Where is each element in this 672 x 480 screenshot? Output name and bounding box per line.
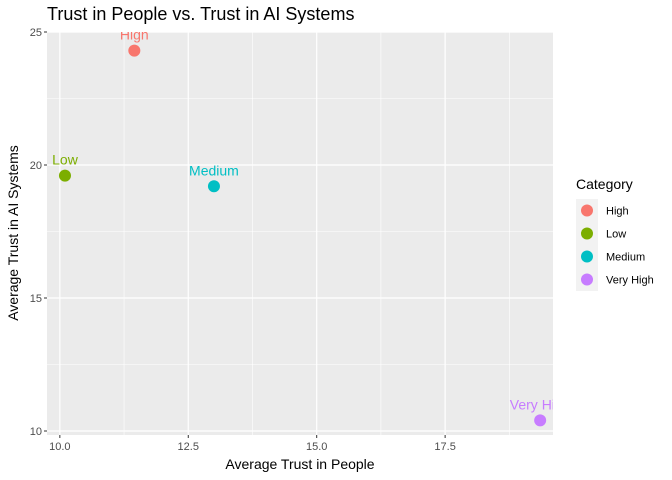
minor-gridlines [47,32,553,435]
data-point [207,180,220,193]
x-tick-label: 12.5 [178,441,199,453]
y-tick-label: 10 [30,426,42,438]
legend-label: Medium [606,252,645,264]
y-tick-label: 25 [30,27,42,39]
y-axis-title: Average Trust in AI Systems [5,145,21,321]
data-point [58,169,71,182]
major-gridlines [47,31,553,435]
y-axis-ticks: 10 15 20 25 [30,27,47,438]
data-label: Low [52,152,79,168]
legend-key-swatch [581,227,593,240]
data-point [534,414,547,427]
data-point [128,44,141,57]
x-tick-label: 17.5 [434,441,455,453]
legend-key-swatch [581,250,593,263]
legend: Category High Low Medium Very High [576,176,654,291]
legend-label: High [606,206,629,218]
legend-label: Low [606,229,626,241]
x-tick-label: 10.0 [49,441,70,453]
y-tick-label: 20 [30,160,42,172]
x-axis-title: Average Trust in People [225,456,374,472]
legend-label: Very High [606,275,654,287]
x-tick-label: 15.0 [306,441,327,453]
data-label: Very High [510,396,571,412]
chart-title: Trust in People vs. Trust in AI Systems [47,4,354,24]
plot-panel [47,32,553,435]
data-label: High [120,27,149,43]
x-axis-ticks: 10.0 12.5 15.0 17.5 [49,435,456,453]
point-labels: High Low Medium Very High [52,27,571,412]
data-points [58,44,547,427]
legend-key-swatch [581,204,593,217]
y-tick-label: 15 [30,293,42,305]
legend-title: Category [576,176,633,192]
data-label: Medium [189,162,239,178]
legend-key-swatch [581,273,593,286]
